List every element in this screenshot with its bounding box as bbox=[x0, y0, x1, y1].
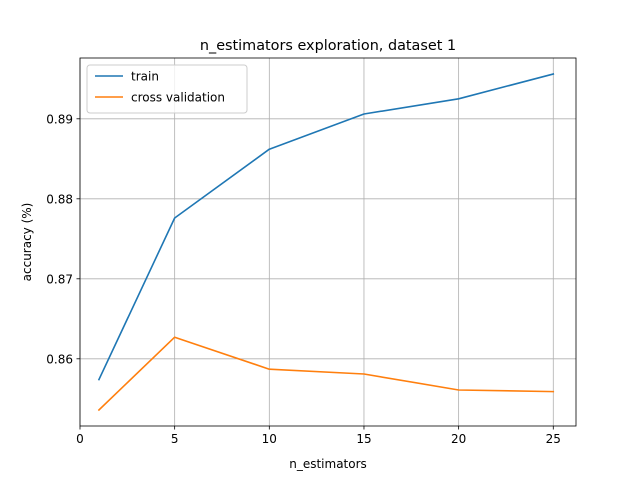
x-tick-label: 15 bbox=[356, 432, 371, 446]
series-line-1 bbox=[97, 336, 555, 412]
grid bbox=[79, 58, 576, 426]
y-tick-label: 0.88 bbox=[46, 192, 73, 206]
plot-frame bbox=[79, 57, 577, 427]
y-axis-label: accuracy (%) bbox=[20, 203, 34, 282]
legend-label-0: train bbox=[131, 70, 159, 84]
series-line-0 bbox=[97, 73, 555, 381]
chart-title: n_estimators exploration, dataset 1 bbox=[200, 38, 456, 54]
x-axis-label: n_estimators bbox=[289, 457, 367, 471]
y-tick-label: 0.87 bbox=[46, 272, 73, 286]
x-tick-label: 0 bbox=[76, 432, 84, 446]
y-tick-label: 0.89 bbox=[46, 112, 73, 126]
y-tick-label: 0.86 bbox=[46, 352, 73, 366]
x-tick-label: 10 bbox=[262, 432, 277, 446]
ticks: 0 5 10 15 20 25 0.86 0.87 0.88 0.89 bbox=[46, 112, 561, 446]
legend-label-1: cross validation bbox=[131, 91, 225, 105]
x-tick-label: 25 bbox=[546, 432, 561, 446]
x-tick-label: 5 bbox=[171, 432, 179, 446]
legend: train cross validation bbox=[86, 64, 248, 114]
legend-box bbox=[86, 64, 248, 114]
x-tick-label: 20 bbox=[451, 432, 466, 446]
series-lines bbox=[97, 73, 555, 412]
